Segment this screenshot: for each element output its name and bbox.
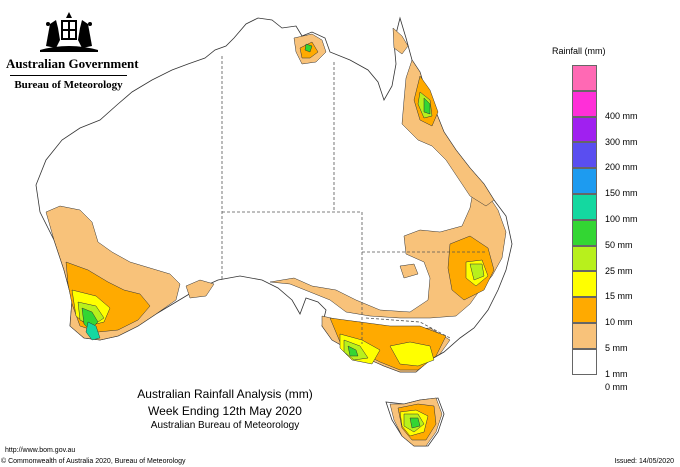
legend-swatch	[572, 219, 597, 246]
legend-swatch	[572, 142, 597, 169]
legend-row: 150 mm	[560, 168, 670, 198]
legend-row: 15 mm	[560, 271, 670, 301]
legend-row: 400 mm	[560, 90, 670, 121]
legend-swatch	[572, 245, 597, 272]
bureau-name: Bureau of Meteorology	[14, 79, 123, 91]
legend-label: 15 mm	[605, 291, 633, 302]
legend-row: 0 mm	[560, 375, 670, 401]
header-divider	[10, 75, 127, 76]
legend-label: 10 mm	[605, 317, 633, 328]
legend-swatch	[572, 322, 597, 349]
legend-label: 5 mm	[605, 342, 628, 353]
legend-swatch	[572, 116, 597, 143]
legend-row: 50 mm	[560, 219, 670, 250]
legend-swatch	[572, 297, 597, 323]
legend-row: 5 mm	[560, 322, 670, 353]
legend-swatch	[572, 168, 597, 194]
legend-swatch	[572, 271, 597, 298]
legend-label: 200 mm	[605, 162, 638, 173]
state-borders	[221, 56, 486, 344]
legend-swatch	[572, 348, 597, 375]
rainfall-25-50mm-areas	[81, 43, 431, 429]
legend-swatch	[572, 90, 597, 117]
legend-swatch	[572, 65, 597, 91]
nsw-vic-border	[365, 317, 451, 339]
legend-row: 25 mm	[560, 245, 670, 276]
legend-title: Rainfall (mm)	[552, 46, 606, 56]
legend-label: 150 mm	[605, 188, 638, 199]
legend-row: 300 mm	[560, 116, 670, 147]
legend-label: 300 mm	[605, 136, 638, 147]
government-name: Australian Government	[6, 56, 139, 71]
legend-label: 0 mm	[605, 381, 628, 392]
legend-swatch	[572, 193, 597, 220]
copyright-notice: © Commonwealth of Australia 2020, Bureau…	[1, 458, 186, 465]
website-link[interactable]: http://www.bom.gov.au	[5, 447, 76, 454]
map-source: Australian Bureau of Meteorology	[150, 420, 300, 431]
map-period: Week Ending 12th May 2020	[148, 404, 302, 418]
legend-row: 200 mm	[560, 142, 670, 172]
legend-label: 1 mm	[605, 368, 628, 379]
coat-of-arms-icon	[39, 12, 98, 52]
legend-label: 400 mm	[605, 110, 638, 121]
map-title-block: Australian Rainfall Analysis (mm) Week E…	[0, 387, 450, 431]
legend-label: 50 mm	[605, 239, 633, 250]
issued-date: Issued: 14/05/2020	[614, 458, 674, 465]
legend-label: 25 mm	[605, 265, 633, 276]
rainfall-legend: Rainfall (mm) 400 mm 300 mm 200 mm 150 mm 10…	[552, 46, 670, 401]
rainfall-50-100mm-areas	[85, 321, 101, 341]
legend-row: 1 mm	[560, 348, 670, 379]
legend-row: 10 mm	[560, 297, 670, 327]
government-header: Australian Government Bureau of Meteorol…	[6, 10, 139, 91]
map-title: Australian Rainfall Analysis (mm)	[137, 387, 313, 401]
legend-label: 100 mm	[605, 213, 638, 224]
legend-row	[560, 65, 670, 91]
legend-row: 100 mm	[560, 193, 670, 224]
